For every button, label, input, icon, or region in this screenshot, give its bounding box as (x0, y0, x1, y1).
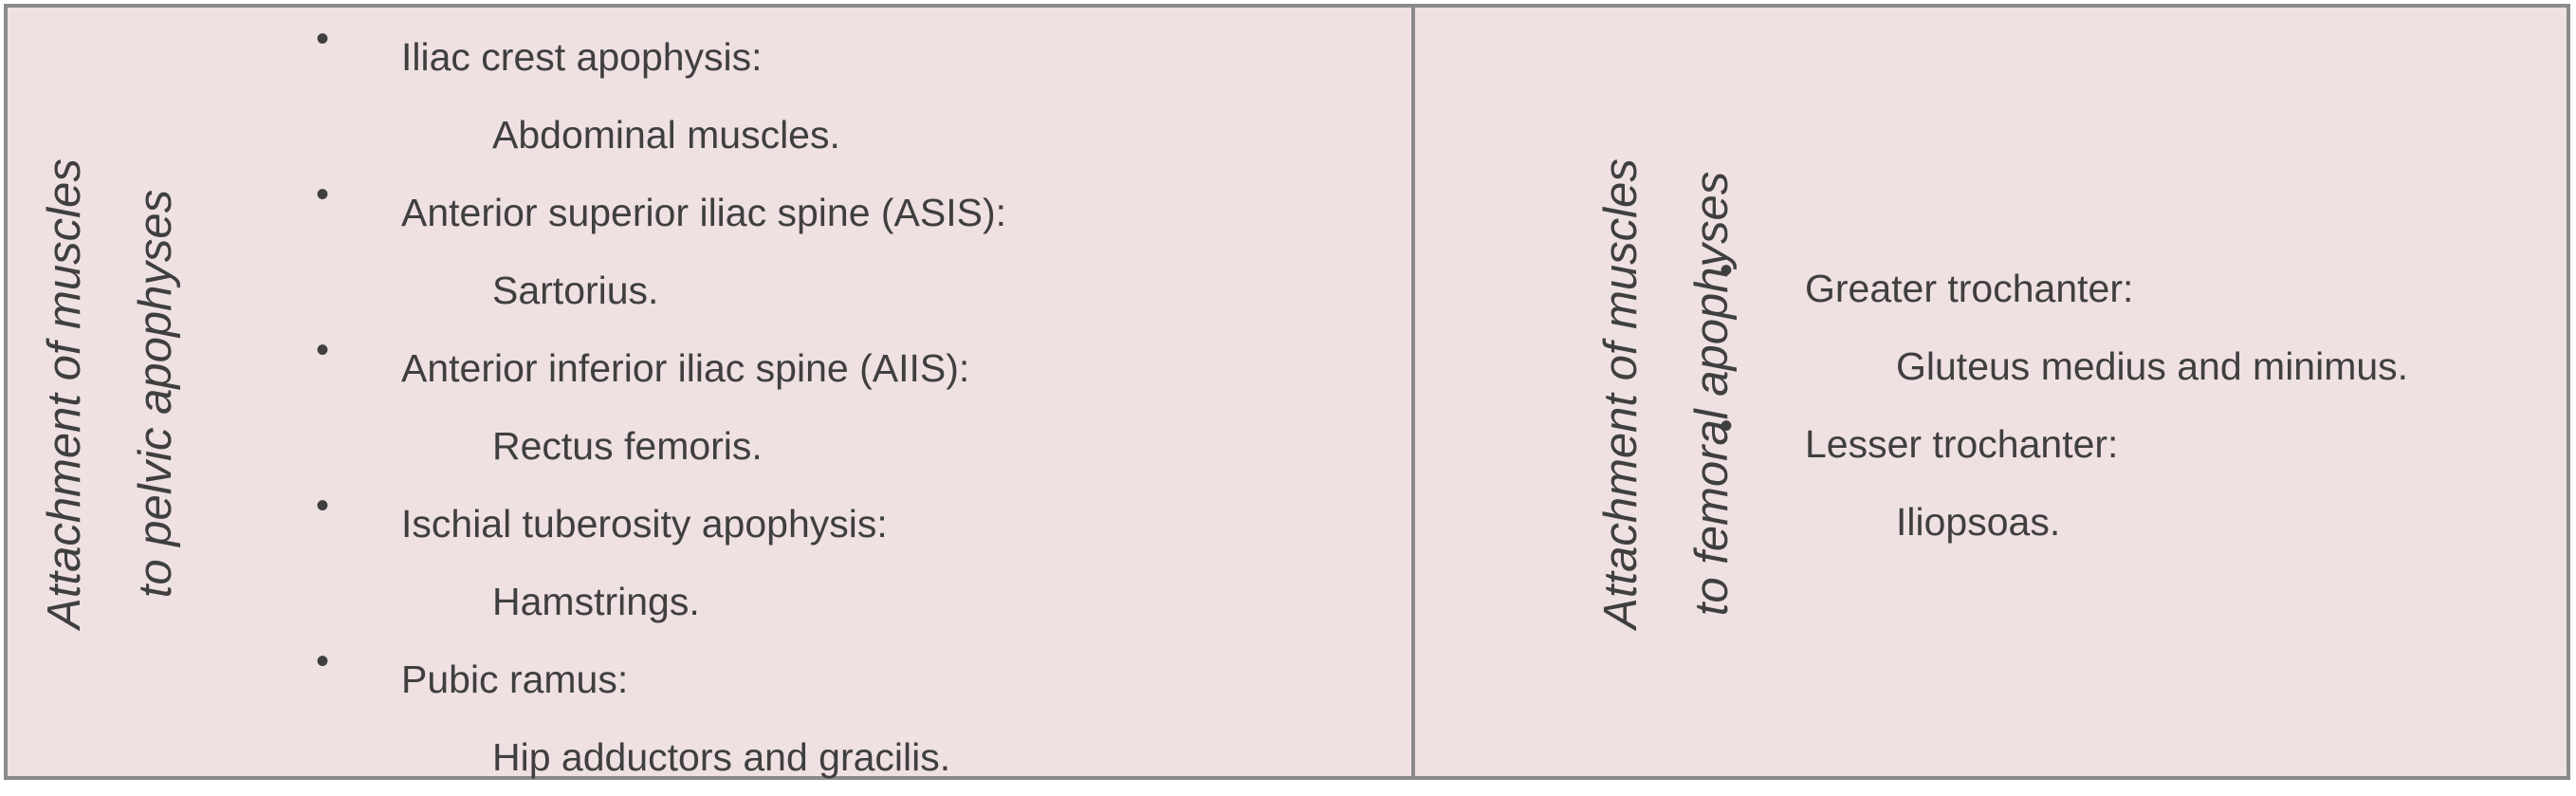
attached-muscles: Hip adductors and gracilis. (492, 735, 951, 779)
list-item: • Greater trochanter: Gluteus medius and… (1720, 250, 2409, 405)
attachment-site: Ischial tuberosity apophysis: (401, 502, 888, 546)
bullet-icon: • (1720, 405, 1734, 447)
bullet-icon: • (316, 174, 330, 215)
attachment-site: Anterior superior iliac spine (ASIS): (401, 191, 1007, 234)
attached-muscles: Hamstrings. (492, 580, 700, 623)
attachment-site: Greater trochanter: (1805, 267, 2134, 310)
pelvic-apophyses-list: • Iliac crest apophysis: Abdominal muscl… (316, 18, 1007, 796)
attachment-site: Pubic ramus: (401, 657, 629, 701)
column-divider (1411, 8, 1415, 776)
bullet-icon: • (1720, 250, 1734, 291)
label-line: to pelvic apophyses (130, 189, 181, 599)
bullet-icon: • (316, 485, 330, 527)
attached-muscles: Iliopsoas. (1896, 500, 2061, 544)
label-line: Attachment of muscles (39, 158, 90, 629)
femoral-apophyses-list: • Greater trochanter: Gluteus medius and… (1720, 250, 2409, 561)
list-item: • Iliac crest apophysis: Abdominal muscl… (316, 18, 1006, 174)
attached-muscles: Abdominal muscles. (492, 113, 840, 157)
attached-muscles: Sartorius. (492, 268, 659, 312)
attachment-site: Lesser trochanter: (1805, 422, 2119, 466)
bullet-icon: • (316, 640, 330, 682)
bullet-icon: • (316, 329, 330, 371)
bullet-icon: • (316, 18, 330, 60)
list-item: • Anterior inferior iliac spine (AIIS): … (316, 329, 1006, 485)
attachment-site: Iliac crest apophysis: (401, 35, 763, 79)
attachment-site: Anterior inferior iliac spine (AIIS): (401, 346, 970, 390)
pelvic-apophyses-label: Attachment of muscles to pelvic apophyse… (19, 109, 201, 678)
attached-muscles: Rectus femoris. (492, 424, 763, 468)
list-item: • Pubic ramus: Hip adductors and gracili… (316, 640, 1006, 796)
list-item: • Ischial tuberosity apophysis: Hamstrin… (316, 485, 1006, 640)
list-item: • Lesser trochanter: Iliopsoas. (1720, 405, 2408, 561)
list-item: • Anterior superior iliac spine (ASIS): … (316, 174, 1007, 329)
femoral-apophyses-label: Attachment of muscles to femoral apophys… (1575, 109, 1757, 678)
attached-muscles: Gluteus medius and minimus. (1896, 344, 2409, 388)
label-line: Attachment of muscles (1595, 158, 1647, 629)
label-line: to femoral apophyses (1686, 171, 1738, 617)
apophyses-table: Attachment of muscles to pelvic apophyse… (4, 4, 2570, 780)
